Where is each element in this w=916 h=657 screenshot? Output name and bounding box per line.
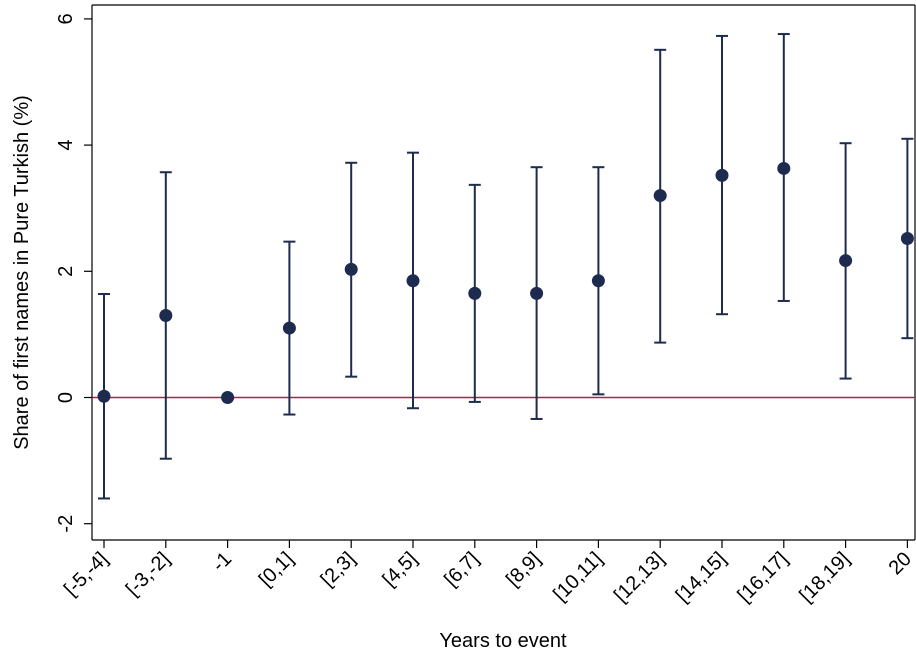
y-axis-title: Share of first names in Pure Turkish (%) bbox=[11, 95, 33, 450]
data-point bbox=[900, 231, 914, 245]
x-tick-label: [10,11] bbox=[549, 548, 607, 606]
x-axis: [-5,-4] [-3,-2] -1 [0,1] [2,3] [4,5] [6,7] [8,9… bbox=[60, 540, 916, 607]
data-point bbox=[97, 389, 111, 403]
x-tick-label: [12,13] bbox=[610, 548, 669, 607]
x-tick-label: 20 bbox=[885, 548, 916, 579]
data-point bbox=[530, 286, 544, 300]
y-tick-label: 0 bbox=[55, 392, 77, 403]
data-point bbox=[591, 274, 605, 288]
data-point bbox=[839, 254, 853, 268]
data-point bbox=[221, 391, 235, 404]
x-tick-label: [-3,-2] bbox=[122, 548, 175, 601]
plot-frame bbox=[91, 4, 916, 541]
y-axis: -2 0 2 4 6 bbox=[55, 13, 92, 533]
y-tick-label: 2 bbox=[55, 266, 77, 277]
x-axis-title: Years to event bbox=[439, 630, 567, 652]
x-tick-label: [6,7] bbox=[440, 548, 483, 591]
data-point bbox=[468, 286, 482, 300]
data-point bbox=[715, 168, 729, 182]
x-tick-label: [2,3] bbox=[317, 548, 360, 591]
data-point bbox=[344, 262, 358, 276]
x-tick-label: [16,17] bbox=[734, 548, 793, 607]
x-tick-label: -1 bbox=[208, 548, 236, 576]
x-tick-label: [4,5] bbox=[378, 548, 421, 591]
y-tick-label: -2 bbox=[55, 515, 77, 533]
data-point bbox=[653, 189, 667, 203]
x-tick-label: [18,19] bbox=[795, 548, 854, 607]
data-point bbox=[282, 321, 296, 335]
data-point bbox=[406, 274, 420, 288]
chart-marks bbox=[97, 33, 914, 500]
x-tick-label: [0,1] bbox=[255, 548, 298, 591]
x-tick-label: [8,9] bbox=[502, 548, 545, 591]
data-point bbox=[159, 308, 173, 322]
y-tick-label: 6 bbox=[55, 13, 77, 24]
x-tick-label: [14,15] bbox=[672, 548, 731, 607]
data-point bbox=[777, 161, 791, 175]
y-tick-label: 4 bbox=[55, 140, 77, 151]
x-tick-label: [-5,-4] bbox=[60, 548, 113, 601]
